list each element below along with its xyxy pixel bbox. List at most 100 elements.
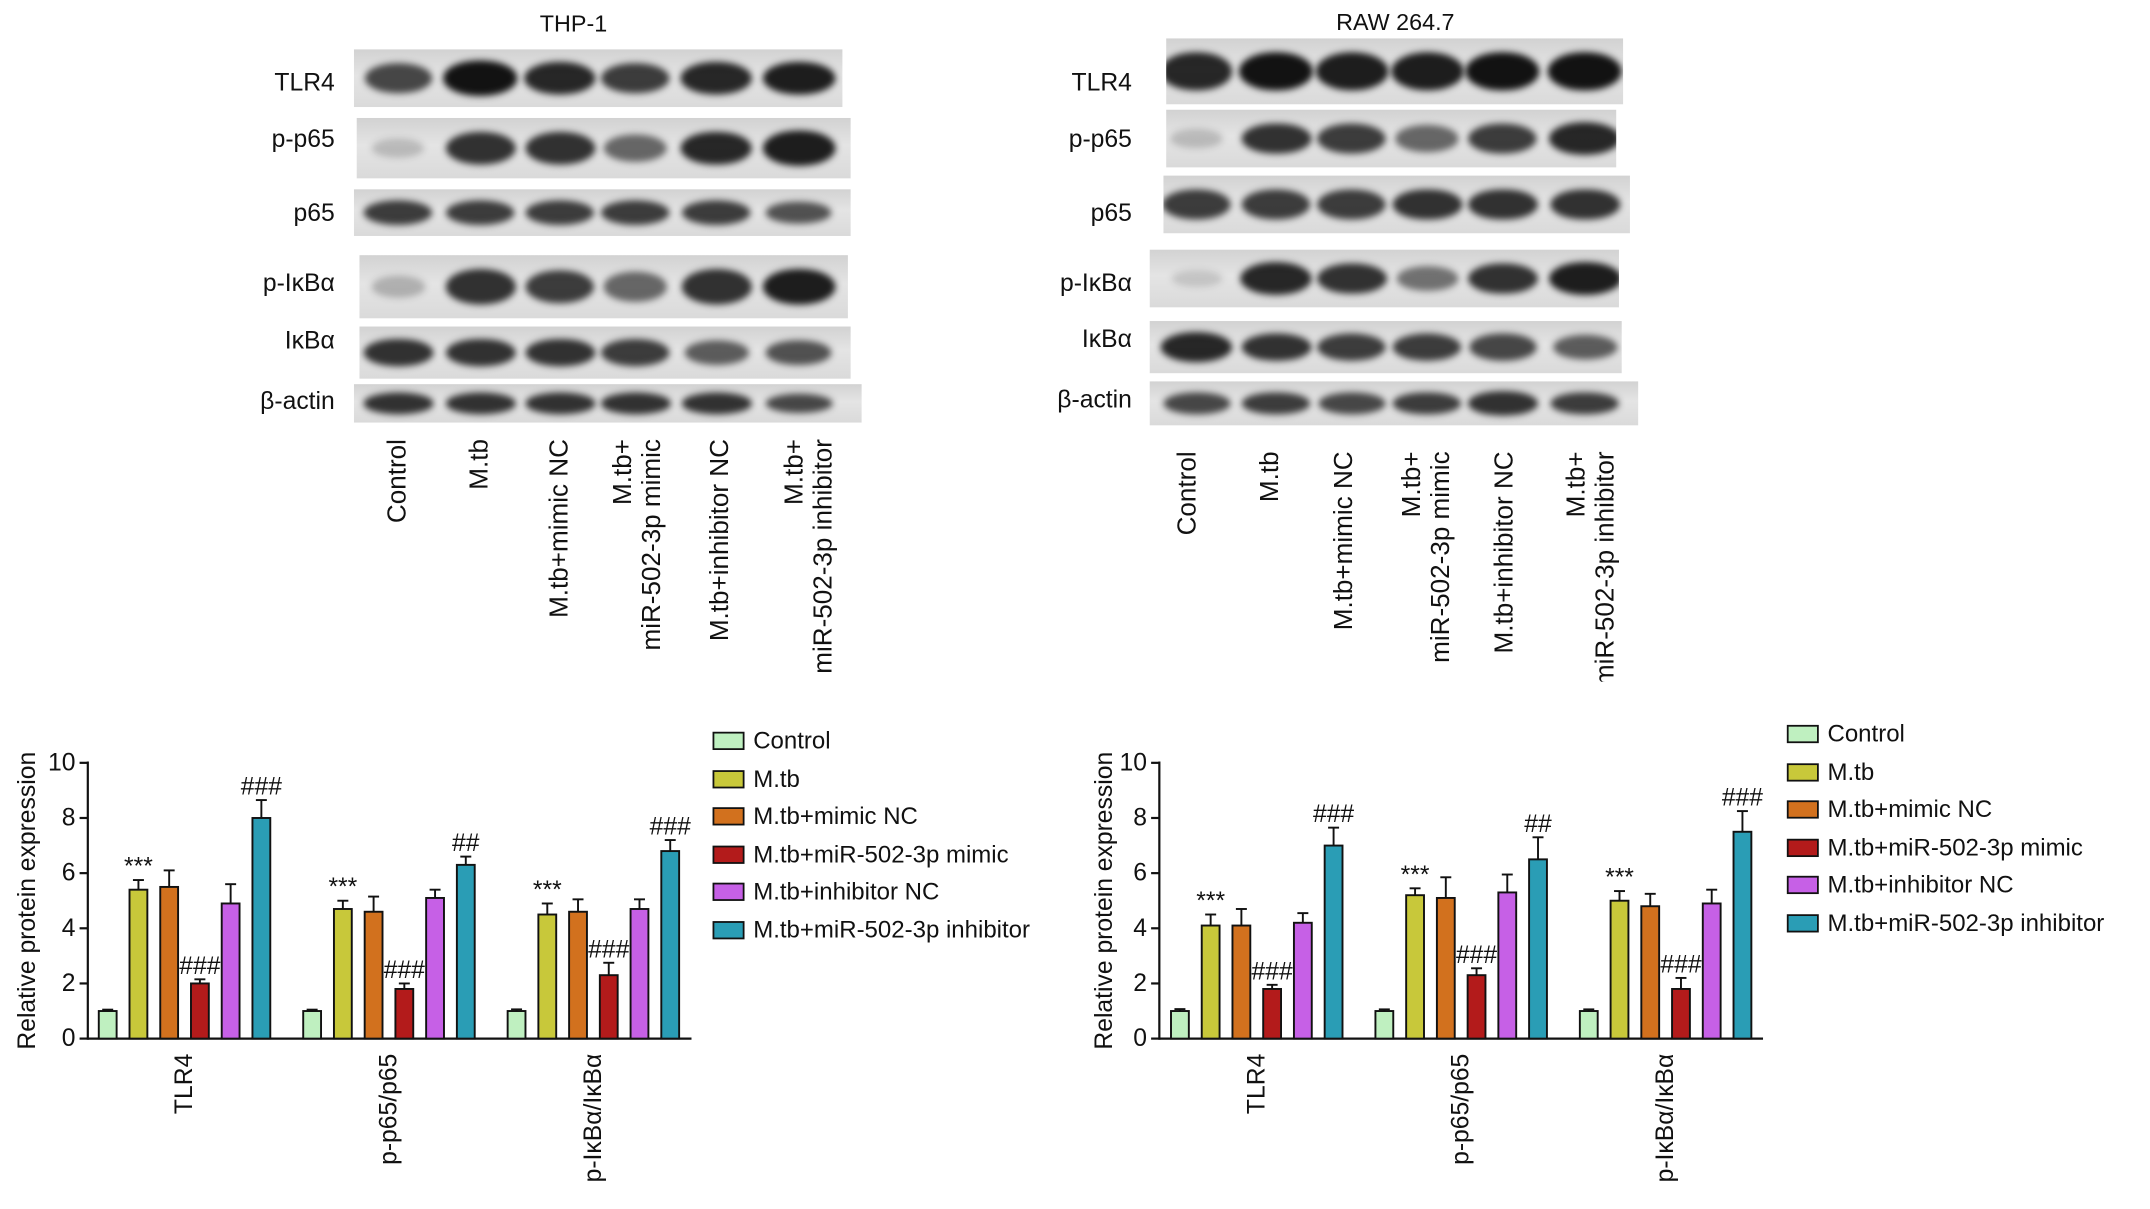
protein-band	[1166, 52, 1233, 90]
protein-band	[1547, 51, 1622, 92]
blot-row-label: p65	[1090, 198, 1132, 227]
significance-label: ###	[1660, 951, 1701, 978]
legend-swatch	[1786, 724, 1819, 744]
bar-m-tb-p-p65-p65	[1405, 894, 1425, 1040]
protein-band	[1549, 188, 1620, 221]
bar-m-tb-mimic-nc-tlr4	[1231, 924, 1252, 1040]
x-category-label: TLR4	[171, 1054, 198, 1114]
significance-label: ***	[1401, 862, 1430, 889]
protein-band	[1467, 188, 1538, 221]
protein-band	[371, 138, 424, 158]
bar-m-tb-tlr4	[128, 888, 149, 1040]
significance-label: ##	[1524, 811, 1552, 838]
legend-swatch	[1786, 875, 1819, 895]
protein-band	[1390, 52, 1464, 91]
legend-label: M.tb+miR-502-3p inhibitor	[753, 917, 1030, 944]
significance-label: ###	[1456, 942, 1497, 969]
bar-control-tlr4	[97, 1010, 118, 1040]
significance-label: ###	[241, 774, 282, 801]
bar-m-tb-p-ikba-ikba	[1609, 899, 1630, 1040]
y-tick-label: 6	[1133, 860, 1147, 887]
protein-band	[1392, 391, 1462, 415]
bar-m-tb-mir-502-3p-mimic-p-p65-p65	[1466, 974, 1487, 1040]
x-category-label: p-IκBα/IκBα	[580, 1054, 607, 1183]
legend-swatch	[1786, 838, 1819, 858]
legend-label: M.tb+inhibitor NC	[1828, 871, 2014, 898]
protein-band	[1391, 188, 1462, 221]
protein-band	[445, 338, 516, 367]
x-category-label: p-IκBα/IκBα	[1652, 1054, 1679, 1183]
bar-control-p-p65-p65	[302, 1010, 323, 1040]
legend-label: Control	[1828, 721, 1905, 748]
protein-band	[364, 63, 432, 93]
significance-label: ***	[328, 874, 357, 901]
bar-m-tb-inhibitor-nc-p-p65-p65	[1497, 891, 1518, 1040]
bar-m-tb-mir-502-3p-inhibitor-p-ikba-ikba	[1732, 830, 1753, 1040]
significance-label: ***	[1196, 888, 1225, 915]
bar-m-tb-inhibitor-nc-tlr4	[1292, 921, 1313, 1040]
bar-control-tlr4	[1170, 1010, 1190, 1040]
blot-row-label: TLR4	[274, 68, 335, 97]
protein-band	[1315, 52, 1388, 91]
protein-band	[524, 131, 595, 165]
protein-band	[525, 200, 595, 226]
protein-band	[1317, 333, 1386, 361]
legend-label: M.tb+miR-502-3p inhibitor	[1828, 910, 2105, 937]
protein-band	[445, 200, 515, 226]
blot-row-label: p65	[293, 198, 335, 227]
blot-row-label: IκBα	[284, 326, 335, 354]
blot-row-label: p-p65	[271, 124, 335, 153]
y-tick-label: 0	[1133, 1025, 1147, 1052]
protein-band	[683, 340, 749, 366]
bar-control-p-ikba-ikba	[506, 1010, 527, 1040]
protein-band	[362, 392, 433, 414]
y-tick-label: 2	[1133, 970, 1147, 997]
significance-label: ###	[1313, 801, 1354, 828]
blot-row-label: p-p65	[1068, 124, 1132, 153]
legend-label: M.tb+miR-502-3p mimic	[753, 841, 1008, 868]
protein-band	[371, 276, 425, 298]
bar-m-tb-mimic-nc-p-p65-p65	[1435, 896, 1456, 1040]
protein-band	[600, 200, 670, 226]
significance-label: ##	[452, 830, 480, 857]
y-tick-label: 4	[62, 915, 76, 942]
protein-band	[680, 61, 752, 95]
protein-band	[600, 392, 671, 414]
protein-band	[363, 200, 433, 226]
x-category-label: p-p65/p65	[1448, 1054, 1475, 1165]
significance-label: ###	[384, 957, 425, 984]
bar-m-tb-tlr4	[1200, 924, 1221, 1040]
protein-band	[1241, 189, 1311, 220]
bar-m-tb-inhibitor-nc-tlr4	[220, 902, 241, 1040]
y-tick-label: 8	[62, 804, 76, 831]
protein-band	[1240, 262, 1312, 295]
protein-band	[525, 270, 595, 304]
bar-m-tb-mir-502-3p-mimic-tlr4	[1262, 988, 1282, 1040]
bar-m-tb-inhibitor-nc-p-ikba-ikba	[629, 908, 650, 1040]
protein-band	[1317, 189, 1386, 220]
protein-band	[1468, 123, 1537, 154]
bar-control-p-ikba-ikba	[1578, 1010, 1599, 1040]
legend-label: M.tb+miR-502-3p mimic	[1828, 834, 2083, 861]
blot-row-label: IκBα	[1081, 325, 1132, 353]
protein-band	[1240, 332, 1311, 362]
protein-band	[1392, 333, 1462, 361]
blot-strip-p65	[353, 189, 851, 236]
protein-band	[603, 134, 667, 163]
protein-band	[1548, 122, 1617, 155]
y-tick-label: 2	[62, 970, 76, 997]
protein-band	[445, 392, 516, 414]
y-tick-label: 10	[48, 749, 75, 776]
legend-swatch	[712, 882, 745, 901]
protein-band	[765, 201, 832, 225]
significance-label: ***	[1605, 865, 1634, 892]
y-axis-label: Relative protein expression	[14, 752, 41, 1050]
blot-row-label: p-IκBα	[1059, 268, 1132, 297]
protein-band	[1396, 265, 1458, 292]
blot-strip-p-ikba	[1149, 249, 1619, 308]
significance-label: ###	[179, 953, 220, 980]
y-axis-label: Relative protein expression	[1091, 752, 1118, 1050]
protein-band	[1548, 261, 1619, 296]
